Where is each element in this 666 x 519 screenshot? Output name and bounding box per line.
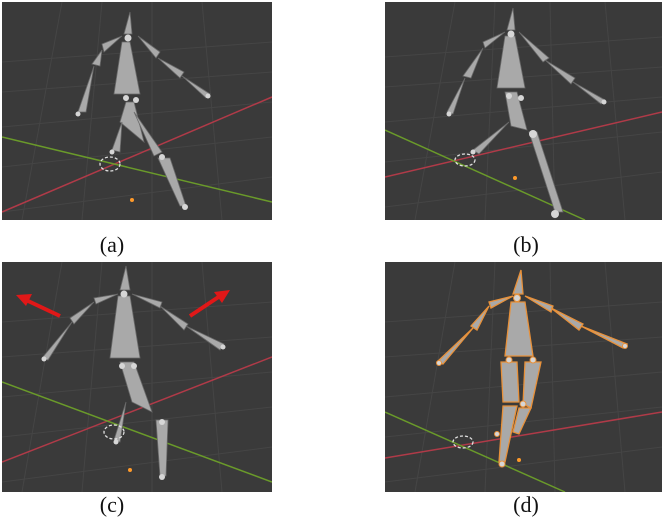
3d-cursor-icon bbox=[452, 435, 474, 449]
3d-cursor-icon bbox=[99, 156, 121, 172]
x-axis-line bbox=[2, 96, 272, 213]
viewport-a-canvas bbox=[2, 2, 272, 220]
grid bbox=[2, 2, 272, 220]
joints bbox=[75, 34, 211, 210]
origin-dot bbox=[513, 176, 517, 180]
red-arrow-icon bbox=[188, 290, 230, 318]
caption-b: (b) bbox=[513, 232, 539, 257]
3d-cursor-icon bbox=[103, 424, 125, 440]
viewport-b-canvas bbox=[385, 2, 662, 220]
origin-dot bbox=[130, 198, 134, 202]
viewport-panel-b[interactable] bbox=[385, 2, 662, 220]
grid bbox=[385, 262, 662, 492]
origin-dot bbox=[128, 468, 132, 472]
y-axis-line bbox=[2, 136, 272, 203]
x-axis-line bbox=[385, 411, 662, 459]
x-axis-line bbox=[2, 356, 272, 463]
viewport-panel-c[interactable] bbox=[2, 262, 272, 492]
grid bbox=[385, 2, 662, 220]
viewport-d-canvas bbox=[385, 262, 662, 492]
caption-d: (d) bbox=[513, 492, 539, 517]
viewport-c-canvas bbox=[2, 262, 272, 492]
armature[interactable] bbox=[41, 265, 225, 477]
joints-selected bbox=[436, 294, 628, 468]
joints bbox=[41, 290, 226, 480]
y-axis-line bbox=[2, 381, 272, 483]
y-axis-line bbox=[385, 411, 566, 492]
origin-dot bbox=[517, 458, 521, 462]
red-arrow-icon bbox=[16, 294, 61, 318]
armature-selected[interactable] bbox=[435, 269, 629, 463]
joints bbox=[446, 30, 607, 218]
3d-cursor-icon bbox=[454, 153, 476, 167]
y-axis-line bbox=[385, 129, 586, 220]
caption-a: (a) bbox=[99, 232, 125, 257]
armature[interactable] bbox=[446, 7, 606, 213]
x-axis-line bbox=[385, 111, 662, 178]
viewport-panel-a[interactable] bbox=[2, 2, 272, 220]
armature[interactable] bbox=[77, 11, 211, 207]
viewport-panel-d[interactable] bbox=[385, 262, 662, 492]
caption-c: (c) bbox=[99, 492, 125, 517]
